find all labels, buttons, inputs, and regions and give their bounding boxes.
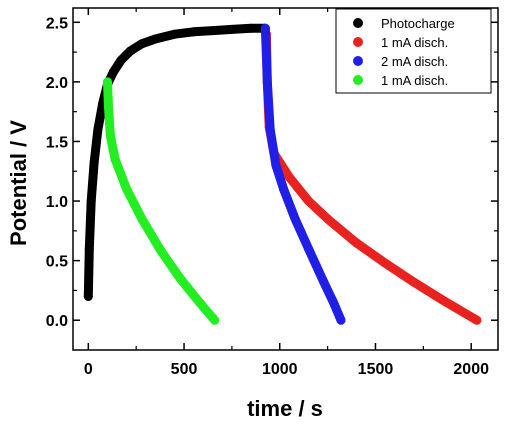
y-tick-label: 2.0 — [46, 75, 68, 92]
data-point — [210, 315, 220, 325]
data-point — [89, 158, 99, 168]
data-point — [246, 23, 256, 33]
series-discharge-1ma-green — [103, 77, 220, 325]
legend-marker — [353, 37, 363, 47]
legend-marker — [353, 75, 363, 85]
data-point — [290, 214, 300, 224]
y-tick-label: 0.5 — [46, 254, 68, 271]
data-point — [110, 154, 120, 164]
data-point — [260, 23, 270, 33]
data-point — [265, 125, 275, 134]
data-point — [93, 125, 103, 134]
data-point — [150, 34, 160, 44]
data-point — [336, 315, 346, 325]
data-point — [323, 214, 333, 224]
data-point — [86, 196, 96, 206]
x-tick-label: 2000 — [453, 361, 489, 378]
data-point — [170, 29, 179, 39]
series-discharge-2ma-blue — [260, 23, 346, 325]
data-point — [304, 196, 313, 206]
data-point — [122, 184, 132, 194]
data-point — [208, 26, 218, 36]
data-point — [194, 297, 204, 307]
data-series — [83, 23, 482, 325]
legend-label: Photocharge — [381, 16, 455, 31]
data-point — [103, 101, 113, 111]
data-point — [189, 27, 199, 37]
data-point — [105, 131, 115, 140]
y-tick-label: 1.0 — [46, 194, 68, 211]
x-tick-label: 1500 — [358, 361, 394, 378]
data-point — [108, 67, 118, 77]
legend-label: 1 mA disch. — [381, 73, 448, 88]
y-tick-label: 2.5 — [46, 15, 68, 32]
legend-marker — [353, 18, 363, 28]
x-tick-label: 0 — [84, 361, 93, 378]
data-point — [438, 295, 447, 305]
data-point — [137, 39, 147, 49]
data-point — [103, 77, 112, 87]
y-tick-label: 0.0 — [46, 313, 68, 330]
y-tick-label: 1.5 — [46, 134, 68, 151]
x-tick-label: 1000 — [262, 361, 298, 378]
data-point — [137, 214, 147, 224]
x-tick-label: 500 — [171, 361, 198, 378]
series-line — [103, 77, 220, 325]
legend-label: 1 mA disch. — [381, 35, 448, 50]
data-point — [409, 277, 419, 287]
data-point — [125, 46, 135, 56]
data-point — [156, 246, 166, 256]
legend: Photocharge 1 mA disch. 2 mA disch. 1 mA di… — [335, 8, 492, 94]
data-point — [304, 244, 313, 254]
data-point — [83, 291, 93, 301]
series-line — [260, 23, 346, 325]
data-point — [319, 277, 329, 287]
legend-label: 2 mA disch. — [381, 54, 448, 69]
x-axis-title: time / s — [247, 396, 323, 421]
data-point — [116, 55, 126, 65]
data-point — [175, 274, 185, 283]
data-point — [262, 77, 272, 87]
data-point — [328, 297, 338, 307]
data-point — [380, 258, 390, 268]
legend-marker — [353, 56, 363, 66]
data-point — [84, 244, 94, 254]
y-axis-title: Potential / V — [6, 120, 31, 246]
data-point — [279, 184, 289, 194]
data-point — [271, 160, 281, 170]
data-point — [472, 315, 482, 325]
plot-frame — [72, 7, 499, 351]
data-point — [351, 238, 361, 248]
data-point — [227, 24, 237, 34]
data-point — [284, 172, 294, 182]
